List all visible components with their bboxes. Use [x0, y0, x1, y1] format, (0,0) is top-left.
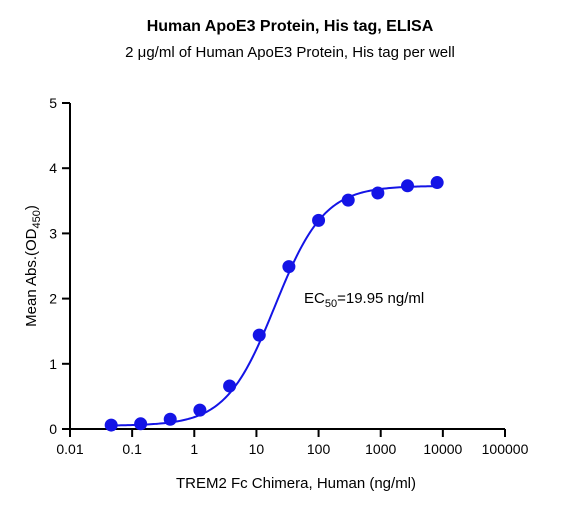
x-tick-label: 100000: [482, 441, 529, 457]
y-tick-label: 2: [49, 291, 57, 307]
y-axis-title-main: Mean Abs.(OD: [23, 228, 40, 327]
data-point: [282, 260, 296, 274]
x-tick-label: 1000: [365, 441, 396, 457]
y-tick-label: 1: [49, 356, 57, 372]
y-axis-title-end: ): [23, 205, 40, 210]
data-point: [401, 179, 415, 193]
x-axis: 0.01 0.1 1 10 100 1000 10000 100000: [56, 428, 529, 457]
y-axis-title: Mean Abs.(OD450): [23, 205, 43, 327]
y-axis-title-subscript: 450: [31, 210, 43, 228]
y-tick-label: 5: [49, 95, 57, 111]
ec50-annotation-main: EC: [304, 290, 325, 307]
ec50-annotation-subscript: 50: [325, 298, 337, 310]
y-tick-label: 3: [49, 225, 57, 241]
data-point: [104, 418, 118, 432]
data-point: [134, 417, 148, 431]
data-point: [371, 186, 385, 200]
data-point: [430, 176, 444, 190]
y-axis: 0 1 2 3 4 5: [49, 95, 71, 437]
x-tick-label: 0.1: [122, 441, 142, 457]
x-tick-label: 1: [190, 441, 198, 457]
data-point: [223, 379, 237, 393]
chart-title: Human ApoE3 Protein, His tag, ELISA: [147, 18, 434, 35]
x-axis-title: TREM2 Fc Chimera, Human (ng/ml): [176, 475, 416, 492]
x-tick-label: 10: [249, 441, 265, 457]
data-point: [163, 412, 177, 426]
data-points: [104, 176, 444, 432]
x-tick-label: 100: [307, 441, 331, 457]
data-point: [312, 213, 326, 227]
ec50-annotation-end: =19.95 ng/ml: [337, 290, 424, 307]
chart-subtitle: 2 μg/ml of Human ApoE3 Protein, His tag …: [125, 44, 455, 61]
ec50-annotation: EC50=19.95 ng/ml: [304, 290, 424, 310]
x-tick-label: 0.01: [56, 441, 83, 457]
data-point: [252, 328, 266, 342]
y-tick-label: 0: [49, 421, 57, 437]
x-tick-label: 10000: [423, 441, 462, 457]
data-point: [193, 403, 207, 417]
y-tick-label: 4: [49, 160, 57, 176]
data-point: [341, 193, 355, 207]
